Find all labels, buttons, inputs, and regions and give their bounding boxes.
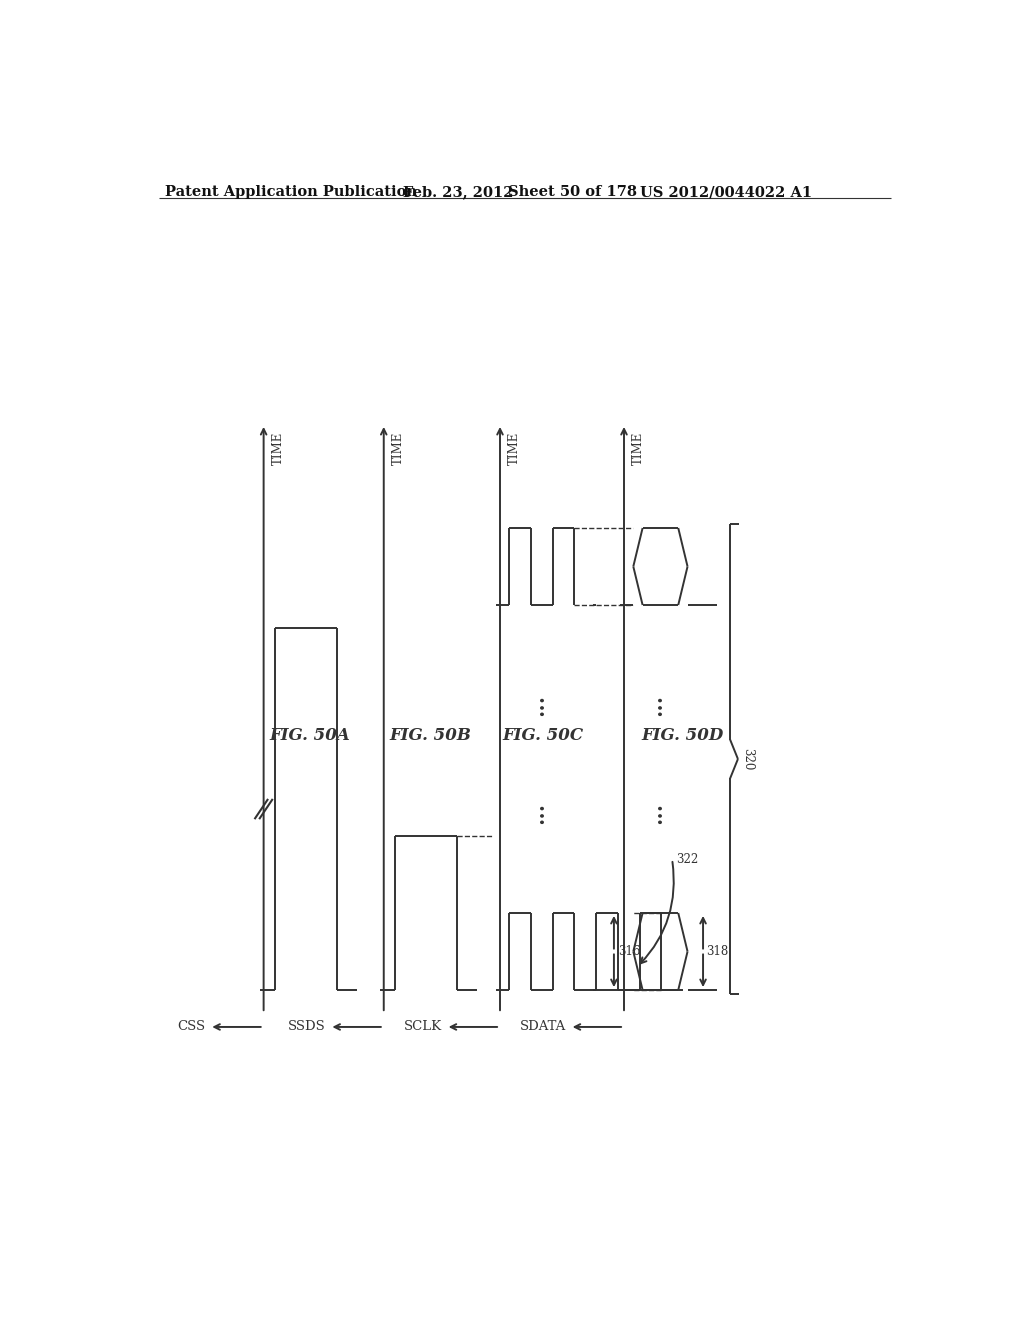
Text: 318: 318	[707, 945, 728, 958]
Text: Sheet 50 of 178: Sheet 50 of 178	[508, 185, 637, 199]
Text: •••: •••	[537, 801, 549, 824]
Text: 322: 322	[676, 853, 698, 866]
Text: •••: •••	[654, 801, 667, 824]
Text: US 2012/0044022 A1: US 2012/0044022 A1	[640, 185, 812, 199]
Text: Feb. 23, 2012: Feb. 23, 2012	[403, 185, 514, 199]
Text: FIG. 50D: FIG. 50D	[641, 727, 723, 744]
Text: TIME: TIME	[271, 432, 285, 465]
Text: TIME: TIME	[508, 432, 521, 465]
Text: TIME: TIME	[632, 432, 645, 465]
Text: SCLK: SCLK	[403, 1020, 442, 1034]
Text: SSDS: SSDS	[288, 1020, 326, 1034]
Text: CSS: CSS	[177, 1020, 206, 1034]
Text: SDATA: SDATA	[519, 1020, 566, 1034]
Text: FIG. 50C: FIG. 50C	[502, 727, 584, 744]
Text: 320: 320	[741, 748, 754, 770]
Text: •••: •••	[654, 694, 667, 717]
Text: Patent Application Publication: Patent Application Publication	[165, 185, 417, 199]
Text: TIME: TIME	[391, 432, 404, 465]
Text: FIG. 50A: FIG. 50A	[269, 727, 350, 744]
Text: FIG. 50B: FIG. 50B	[389, 727, 471, 744]
Text: •••: •••	[537, 694, 549, 717]
Text: 316: 316	[617, 945, 640, 958]
